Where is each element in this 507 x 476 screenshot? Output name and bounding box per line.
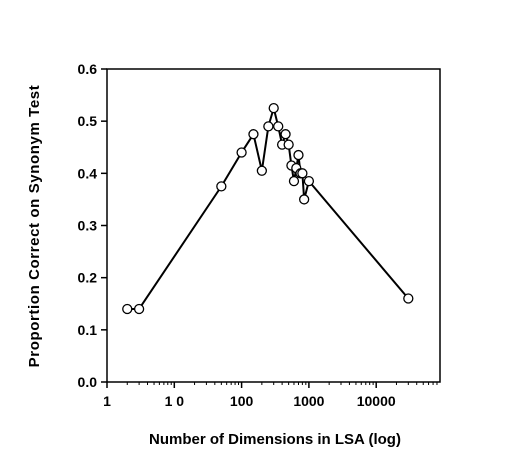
data-point bbox=[403, 293, 414, 304]
y-axis-title: Proportion Correct on Synonym Test bbox=[26, 85, 43, 368]
x-tick-label: 1 0 bbox=[165, 393, 185, 409]
series-group bbox=[122, 102, 414, 315]
y-axis: 0.0 0.1 0.2 0.3 0.4 0.5 0.6 bbox=[78, 61, 107, 390]
y-tick-label: 0.3 bbox=[78, 218, 98, 234]
data-point bbox=[248, 129, 259, 140]
y-tick-label: 0.2 bbox=[78, 270, 98, 286]
x-tick-label: 10000 bbox=[357, 393, 396, 409]
data-point bbox=[263, 121, 274, 132]
data-point bbox=[303, 176, 315, 187]
data-point bbox=[283, 139, 294, 150]
data-point bbox=[133, 303, 145, 315]
x-tick-label: 1 bbox=[103, 393, 111, 409]
y-tick-label: 0.6 bbox=[78, 61, 98, 77]
plot-area bbox=[106, 68, 441, 383]
data-point bbox=[236, 147, 247, 158]
x-tick-label: 100 bbox=[230, 393, 254, 409]
y-tick-label: 0.0 bbox=[78, 374, 98, 390]
data-point bbox=[280, 129, 291, 140]
series-line bbox=[127, 107, 410, 310]
y-tick-label: 0.1 bbox=[78, 322, 98, 338]
y-tick-label: 0.4 bbox=[78, 165, 98, 181]
y-tick-label: 0.5 bbox=[78, 113, 98, 129]
data-point bbox=[273, 121, 284, 132]
x-tick-label: 1000 bbox=[293, 393, 324, 409]
plot-frame bbox=[106, 68, 441, 383]
data-point bbox=[122, 303, 133, 315]
data-point bbox=[298, 194, 310, 205]
x-axis-title: Number of Dimensions in LSA (log) bbox=[149, 431, 401, 448]
data-point bbox=[256, 165, 268, 176]
data-point bbox=[216, 181, 227, 192]
data-point bbox=[268, 102, 279, 114]
data-point bbox=[297, 168, 308, 179]
data-point bbox=[288, 176, 300, 187]
x-axis: 1 1 0 100 1000 10000 bbox=[103, 382, 438, 409]
data-point bbox=[293, 149, 304, 161]
